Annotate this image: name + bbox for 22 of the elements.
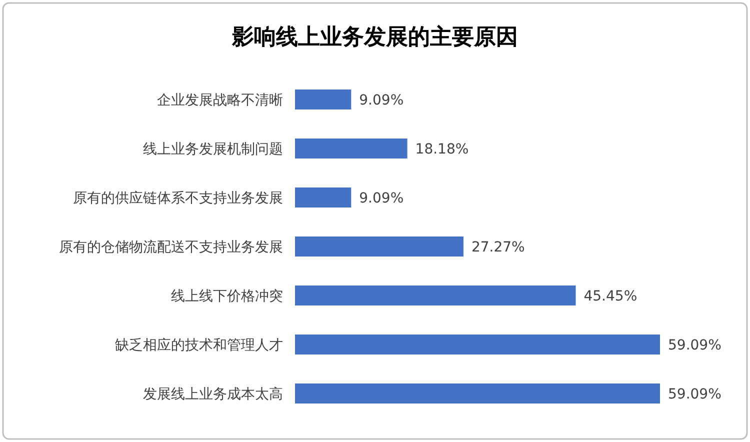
bar bbox=[295, 334, 660, 354]
y-tick-label: 企业发展战略不清晰 bbox=[157, 92, 283, 108]
y-tick-label: 原有的供应链体系不支持业务发展 bbox=[73, 190, 283, 206]
data-label: 45.45% bbox=[584, 288, 638, 304]
y-tick-label: 原有的仓储物流配送不支持业务发展 bbox=[59, 240, 283, 256]
y-tick-label: 缺乏相应的技术和管理人才 bbox=[115, 338, 283, 354]
data-label: 59.09% bbox=[668, 386, 722, 402]
bar bbox=[295, 188, 352, 208]
bar bbox=[295, 138, 408, 158]
chart-title: 影响线上业务发展的主要原因 bbox=[231, 24, 518, 50]
y-tick-label: 线上线下价格冲突 bbox=[171, 288, 283, 304]
bar bbox=[295, 286, 576, 306]
data-label: 9.09% bbox=[359, 190, 404, 206]
data-label: 59.09% bbox=[668, 338, 722, 354]
y-tick-label: 线上业务发展机制问题 bbox=[143, 142, 283, 158]
data-label: 18.18% bbox=[415, 142, 469, 158]
bar bbox=[295, 384, 660, 404]
y-tick-label: 发展线上业务成本太高 bbox=[143, 386, 283, 402]
bar bbox=[295, 236, 464, 256]
bar bbox=[295, 90, 352, 110]
data-label: 27.27% bbox=[471, 240, 525, 256]
data-label: 9.09% bbox=[359, 92, 404, 108]
